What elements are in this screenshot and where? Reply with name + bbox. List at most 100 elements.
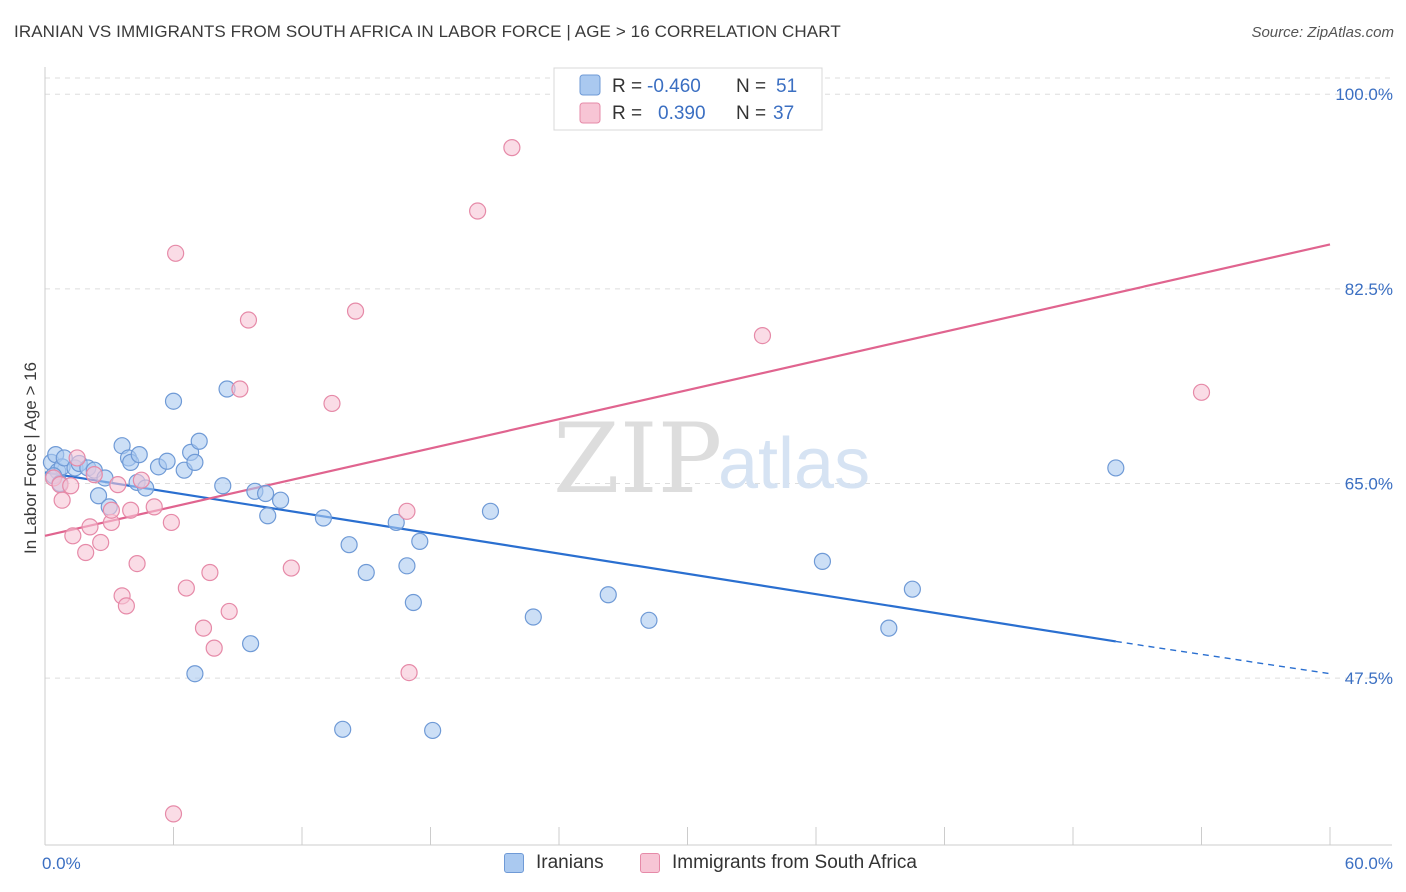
point-iranians [314,509,333,527]
point-iranians [259,507,277,525]
point-south-africa [753,326,772,345]
y-tick-label: 47.5% [1345,669,1393,688]
legend-r-value-2: 0.390 [658,103,706,124]
trend-line-iranians-extension [1115,640,1331,675]
point-south-africa [201,563,219,582]
x-tick-label: 60.0% [1345,854,1393,873]
point-south-africa [62,477,80,495]
point-south-africa [323,394,341,413]
bottom-legend: Iranians Immigrants from South Africa [0,852,1406,878]
point-south-africa [1192,383,1211,401]
point-south-africa [177,579,195,597]
legend-n-label-1: N = [736,76,766,97]
point-south-africa [162,513,180,532]
point-iranians [186,665,204,683]
point-iranians [640,611,658,629]
y-axis-label: In Labor Force | Age > 16 [21,362,40,554]
legend-n-value-2: 37 [773,103,794,124]
point-south-africa [117,597,135,615]
point-iranians [242,635,260,653]
legend-swatch [640,853,660,873]
point-iranians [813,552,832,570]
point-south-africa [205,639,223,657]
point-south-africa [64,527,82,545]
watermark-atlas: atlas [718,424,870,504]
point-south-africa [132,471,150,489]
stats-legend: R = -0.460 N = 51 R = 0.390 N = 37 [553,67,823,131]
point-south-africa [122,501,140,519]
legend-swatch-iranians [579,74,601,96]
legend-swatch-south-africa [579,102,601,124]
point-south-africa [164,805,183,823]
axes [44,67,1392,846]
point-iranians [130,446,148,464]
point-iranians [880,619,898,637]
point-iranians [214,477,232,495]
y-tick-label: 100.0% [1335,85,1393,104]
point-south-africa [145,498,163,516]
point-iranians [334,720,352,738]
point-iranians [481,502,500,520]
point-iranians [524,608,542,626]
x-tick-label: 0.0% [42,854,81,873]
point-south-africa [503,139,521,157]
point-south-africa [128,555,146,573]
point-iranians [387,513,405,532]
point-south-africa [85,466,103,484]
legend-swatch [504,853,524,873]
point-south-africa [398,502,416,520]
data-points [42,139,1211,823]
point-iranians [404,593,422,612]
legend-label: Immigrants from South Africa [672,852,917,873]
point-iranians [190,432,208,450]
point-iranians [411,532,429,550]
point-south-africa [282,559,300,577]
point-south-africa [220,602,238,621]
point-south-africa [239,311,258,329]
tick-labels: 47.5% 65.0% 82.5% 100.0% 0.0% 60.0% [42,85,1393,873]
point-south-africa [68,449,86,467]
legend-r-label-2: R = [612,103,642,124]
point-iranians [599,586,617,604]
point-south-africa [92,533,110,552]
y-tick-label: 65.0% [1345,475,1393,494]
point-iranians [1107,459,1125,477]
point-south-africa [469,202,487,220]
point-iranians [158,452,176,470]
point-south-africa [167,244,185,262]
point-iranians [398,557,416,575]
point-south-africa [194,619,213,637]
point-south-africa [77,543,95,562]
legend-n-label-2: N = [736,103,766,124]
point-south-africa [53,491,71,509]
point-south-africa [400,664,418,682]
legend-item-iranians[interactable]: Iranians [504,852,604,874]
point-iranians [424,721,442,740]
point-south-africa [109,476,127,494]
point-iranians [271,491,290,509]
legend-label: Iranians [536,852,604,873]
legend-r-value-1: -0.460 [647,76,701,97]
point-south-africa [81,518,99,536]
point-iranians [340,536,358,554]
point-south-africa [231,380,249,398]
grid-lines [45,77,1392,679]
legend-n-value-1: 51 [776,76,797,97]
trend-line-iranians [44,471,1117,643]
watermark-zip: ZIP [553,403,722,515]
source-label: Source: ZipAtlas.com [1251,24,1394,41]
watermark: ZIP atlas [553,403,870,515]
y-tick-label: 82.5% [1345,280,1393,299]
point-south-africa [102,501,120,519]
point-iranians [357,563,375,582]
chart-title: IRANIAN VS IMMIGRANTS FROM SOUTH AFRICA … [14,22,841,41]
legend-r-label-1: R = [612,76,642,97]
point-iranians [256,484,275,503]
point-iranians [903,580,921,598]
point-iranians [164,392,183,410]
point-south-africa [346,302,365,320]
point-iranians [89,487,108,505]
point-iranians [186,453,204,471]
legend-item-south-africa[interactable]: Immigrants from South Africa [640,852,917,874]
